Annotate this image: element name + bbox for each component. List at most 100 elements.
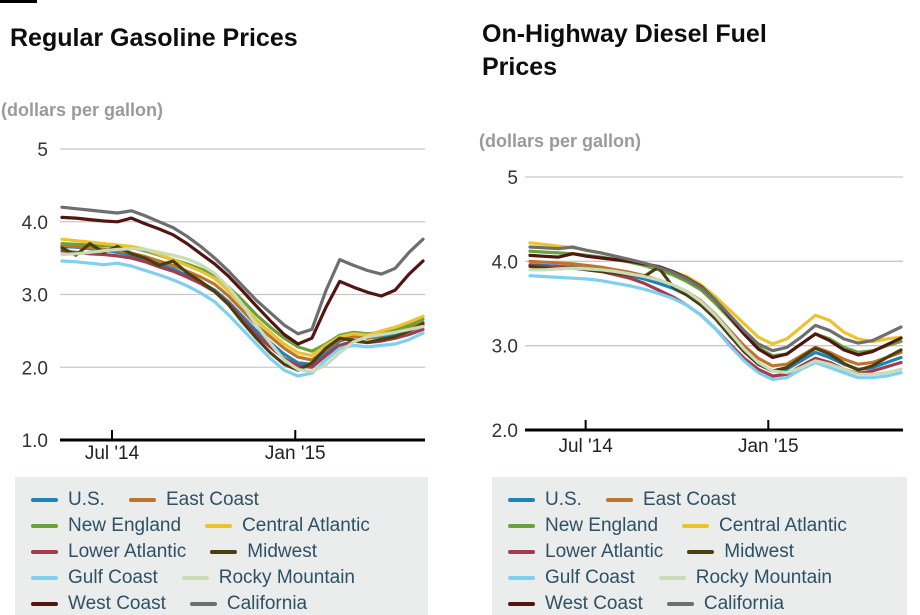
legend-swatch-rocky-mountain — [181, 576, 209, 580]
legend-item-u-s: U.S. — [31, 489, 105, 511]
legend-label: West Coast — [68, 593, 166, 614]
legend-row: New England Central Atlantic — [31, 513, 428, 539]
legend-label: New England — [68, 515, 182, 536]
legend-item-midwest: Midwest — [687, 541, 794, 563]
legend-label: Rocky Mountain — [695, 567, 832, 588]
legend-label: California — [226, 593, 308, 614]
legend-item-rocky-mountain: Rocky Mountain — [658, 567, 832, 589]
series-line-california — [60, 205, 425, 336]
x-tick-label: Jul '14 — [85, 443, 140, 464]
legend-row: U.S. East Coast — [31, 487, 428, 513]
legend-label: Central Atlantic — [719, 515, 847, 536]
legend-swatch-u-s — [508, 498, 535, 502]
x-tick-label: Jul '14 — [558, 436, 613, 457]
legend-item-west-coast: West Coast — [508, 593, 643, 615]
legend-swatch-midwest — [210, 550, 238, 554]
legend-item-central-atlantic: Central Atlantic — [205, 515, 370, 537]
legend-item-east-coast: East Coast — [605, 489, 736, 511]
legend-label: Rocky Mountain — [218, 567, 355, 588]
legend-item-lower-atlantic: Lower Atlantic — [31, 541, 186, 563]
gasoline-title: Regular Gasoline Prices — [10, 24, 298, 52]
legend-row: West Coast California — [31, 591, 428, 615]
top-left-rule — [0, 0, 37, 3]
legend-label: Lower Atlantic — [545, 541, 664, 562]
legend-row: New England Central Atlantic — [508, 513, 907, 539]
series-line-midwest — [528, 264, 903, 373]
x-tick-label: Jan '15 — [265, 443, 326, 464]
legend-swatch-west-coast — [508, 602, 535, 606]
legend-label: East Coast — [165, 489, 259, 510]
legend-item-central-atlantic: Central Atlantic — [682, 515, 847, 537]
legend-swatch-gulf-coast — [508, 576, 535, 580]
legend-swatch-rocky-mountain — [658, 576, 686, 580]
x-tick-label: Jan '15 — [738, 436, 799, 457]
diesel-legend: U.S. East Coast New England Central Atlanti… — [492, 477, 907, 615]
series-line-west-coast — [60, 215, 425, 346]
legend-swatch-central-atlantic — [682, 524, 710, 528]
gasoline-legend: U.S. East Coast New England Central Atlanti… — [15, 477, 428, 615]
y-tick-label: 2.0 — [492, 421, 518, 442]
series-line-california — [528, 245, 903, 353]
diesel-title: On-Highway Diesel Fuel Prices — [482, 20, 767, 81]
legend-swatch-new-england — [31, 524, 58, 528]
diesel-chart: 5 4.0 3.0 2.0 Jul '14 Jan '15 — [492, 168, 903, 457]
legend-item-midwest: Midwest — [210, 541, 317, 563]
y-tick-label: 3.0 — [492, 337, 518, 358]
legend-label: Gulf Coast — [68, 567, 158, 588]
legend-row: Gulf Coast Rocky Mountain — [508, 565, 907, 591]
legend-label: U.S. — [68, 489, 105, 510]
legend-row: West Coast California — [508, 591, 907, 615]
legend-item-lower-atlantic: Lower Atlantic — [508, 541, 663, 563]
series-line-gulf-coast — [60, 259, 425, 378]
legend-item-u-s: U.S. — [508, 489, 582, 511]
legend-label: New England — [545, 515, 659, 536]
legend-label: Midwest — [724, 541, 794, 562]
legend-item-gulf-coast: Gulf Coast — [508, 567, 635, 589]
legend-swatch-west-coast — [31, 602, 58, 606]
series-line-rocky-mountain — [60, 247, 425, 374]
legend-item-gulf-coast: Gulf Coast — [31, 567, 158, 589]
legend-swatch-new-england — [508, 524, 535, 528]
y-tick-label: 5 — [37, 140, 48, 161]
y-tick-label: 4.0 — [22, 213, 48, 234]
legend-swatch-california — [666, 602, 694, 606]
legend-swatch-lower-atlantic — [508, 550, 535, 554]
legend-swatch-lower-atlantic — [31, 550, 58, 554]
legend-label: West Coast — [545, 593, 643, 614]
series-line-rocky-mountain — [528, 266, 903, 376]
y-tick-label: 1.0 — [22, 431, 48, 452]
legend-row: Gulf Coast Rocky Mountain — [31, 565, 428, 591]
gasoline-chart: 5 4.0 3.0 2.0 1.0 Jul '14 Jan '15 — [22, 140, 425, 464]
legend-label: Lower Atlantic — [68, 541, 187, 562]
legend-swatch-u-s — [31, 498, 58, 502]
legend-swatch-california — [189, 602, 217, 606]
legend-label: U.S. — [545, 489, 582, 510]
legend-label: Midwest — [247, 541, 317, 562]
legend-item-new-england: New England — [31, 515, 181, 537]
legend-row: Lower Atlantic Midwest — [31, 539, 428, 565]
legend-swatch-east-coast — [128, 498, 156, 502]
legend-swatch-east-coast — [605, 498, 633, 502]
legend-swatch-gulf-coast — [31, 576, 58, 580]
legend-label: Gulf Coast — [545, 567, 635, 588]
legend-swatch-central-atlantic — [205, 524, 233, 528]
legend-label: California — [703, 593, 785, 614]
y-tick-label: 2.0 — [22, 358, 48, 379]
legend-item-california: California — [666, 593, 785, 615]
legend-item-california: California — [189, 593, 308, 615]
y-tick-label: 4.0 — [492, 252, 518, 273]
legend-item-rocky-mountain: Rocky Mountain — [181, 567, 355, 589]
legend-label: East Coast — [642, 489, 736, 510]
legend-swatch-midwest — [687, 550, 715, 554]
gasoline-units-label: (dollars per gallon) — [1, 100, 164, 120]
series-line-gulf-coast — [528, 274, 903, 381]
legend-label: Central Atlantic — [242, 515, 370, 536]
legend-item-east-coast: East Coast — [128, 489, 259, 511]
diesel-units-label: (dollars per gallon) — [479, 131, 642, 151]
legend-item-new-england: New England — [508, 515, 658, 537]
legend-row: Lower Atlantic Midwest — [508, 539, 907, 565]
y-tick-label: 5 — [507, 168, 518, 189]
y-tick-label: 3.0 — [22, 286, 48, 307]
legend-item-west-coast: West Coast — [31, 593, 166, 615]
